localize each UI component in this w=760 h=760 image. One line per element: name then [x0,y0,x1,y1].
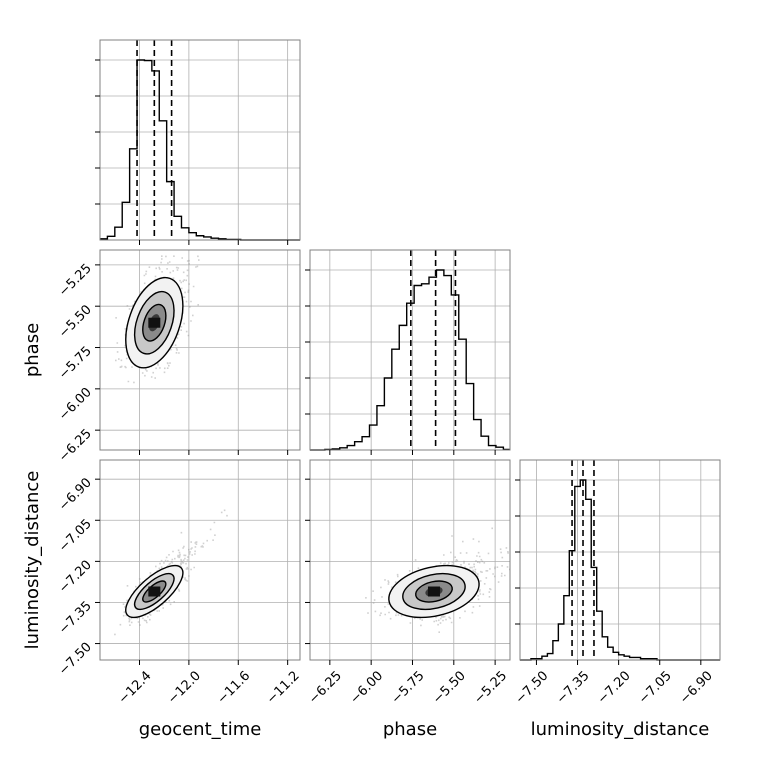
y-axis-label-luminosity_distance: luminosity_distance [22,471,43,650]
density-peak [148,586,161,597]
x-axis-label-geocent_time: geocent_time [139,719,262,740]
density-peak [148,317,161,328]
histogram-panel-phase [305,249,511,455]
density-peak [427,586,440,597]
panel-frame [99,249,301,451]
x-axis-label-luminosity_distance: luminosity_distance [531,719,710,740]
x-axis-label-phase: phase [383,719,437,740]
panel-frame [99,459,301,661]
panel-frame [309,249,511,451]
panel-frame [519,459,721,661]
panel-frame [309,459,511,661]
panel-frame [99,39,301,241]
scatter-points [114,509,228,636]
histogram-step-phase [310,269,510,451]
scatter-points [365,527,510,633]
y-axis-label-phase: phase [22,323,43,377]
scatter-points [115,255,200,384]
scatter-cloud [365,527,510,633]
histogram-panel-geocent_time [95,39,301,245]
